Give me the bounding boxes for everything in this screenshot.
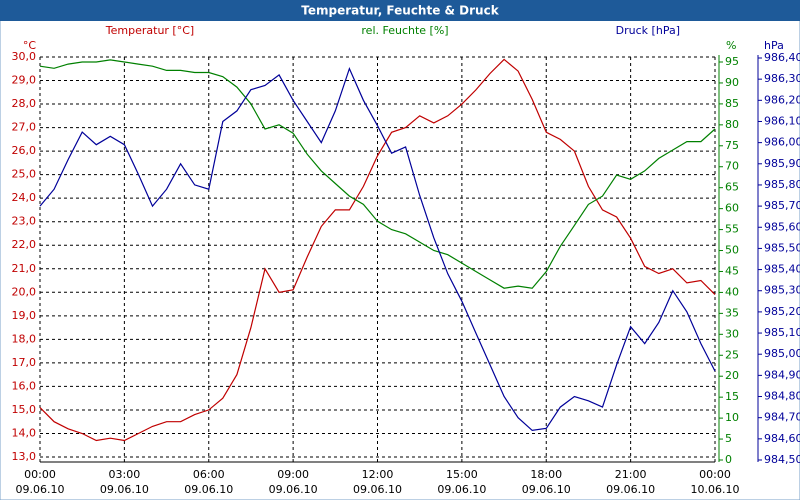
- y-tick-label: 29,0: [12, 74, 37, 87]
- x-tick-date: 09.06.10: [353, 483, 402, 496]
- y-tick-label: 13,0: [12, 450, 37, 463]
- y-tick-label: 21,0: [12, 262, 37, 275]
- x-tick-date: 09.06.10: [184, 483, 233, 496]
- y2-tick-label: 20: [725, 369, 739, 382]
- y-tick-label: 26,0: [12, 144, 37, 157]
- x-tick-date: 09.06.10: [606, 483, 655, 496]
- y2-tick-label: 50: [725, 244, 739, 257]
- y3-tick-label: 985,20: [764, 305, 800, 318]
- y-tick-label: 17,0: [12, 356, 37, 369]
- x-tick-label: 06:00: [193, 468, 225, 481]
- y2-tick-label: 85: [725, 97, 739, 110]
- x-tick-label: 00:00: [24, 468, 56, 481]
- y-axis-title: Temperatur [°C]: [105, 24, 194, 37]
- series-line: [39, 58, 716, 442]
- x-tick-date: 09.06.10: [437, 483, 486, 496]
- y3-tick-label: 984,70: [764, 411, 800, 424]
- y-tick-label: 22,0: [12, 238, 37, 251]
- y-tick-label: 27,0: [12, 121, 37, 134]
- y3-tick-label: 986,10: [764, 114, 800, 127]
- title-bar: [0, 0, 800, 21]
- y-tick-label: 15,0: [12, 403, 37, 416]
- y-tick-label: 14,0: [12, 426, 37, 439]
- y-tick-label: 23,0: [12, 215, 37, 228]
- y3-tick-label: 986,40: [764, 51, 800, 64]
- y3-axis-title: Druck [hPa]: [616, 24, 680, 37]
- y-tick-label: 28,0: [12, 97, 37, 110]
- y3-tick-label: 984,90: [764, 368, 800, 381]
- y2-tick-label: 90: [725, 76, 739, 89]
- y2-axis-title: rel. Feuchte [%]: [361, 24, 448, 37]
- y2-tick-label: 40: [725, 285, 739, 298]
- y2-tick-label: 25: [725, 348, 739, 361]
- chart-title: Temperatur, Feuchte & Druck: [301, 4, 499, 18]
- y3-tick-label: 985,10: [764, 326, 800, 339]
- x-tick-date: 09.06.10: [522, 483, 571, 496]
- y2-tick-label: 0: [725, 453, 732, 466]
- x-tick-date: 09.06.10: [100, 483, 149, 496]
- y2-tick-label: 70: [725, 160, 739, 173]
- y-unit: °C: [23, 39, 37, 52]
- y3-tick-label: 984,80: [764, 390, 800, 403]
- y3-tick-label: 985,50: [764, 241, 800, 254]
- y2-tick-label: 15: [725, 390, 739, 403]
- y2-tick-label: 60: [725, 202, 739, 215]
- y-tick-label: 30,0: [12, 50, 37, 63]
- y2-tick-label: 55: [725, 223, 739, 236]
- series-line: [39, 66, 716, 432]
- y3-tick-label: 986,00: [764, 136, 800, 149]
- y2-tick-label: 45: [725, 264, 739, 277]
- y2-tick-label: 30: [725, 327, 739, 340]
- x-tick-label: 18:00: [530, 468, 562, 481]
- x-tick-label: 12:00: [362, 468, 394, 481]
- y-tick-label: 25,0: [12, 168, 37, 181]
- y3-tick-label: 985,90: [764, 157, 800, 170]
- y2-tick-label: 10: [725, 411, 739, 424]
- y3-tick-label: 985,30: [764, 284, 800, 297]
- y3-tick-label: 985,60: [764, 220, 800, 233]
- y3-tick-label: 986,30: [764, 72, 800, 85]
- y2-tick-label: 80: [725, 118, 739, 131]
- x-tick-date: 10.06.10: [691, 483, 740, 496]
- x-tick-date: 09.06.10: [269, 483, 318, 496]
- y2-tick-label: 65: [725, 181, 739, 194]
- y2-tick-label: 95: [725, 55, 739, 68]
- y3-tick-label: 984,50: [764, 453, 800, 466]
- x-tick-label: 09:00: [277, 468, 309, 481]
- y3-tick-label: 985,70: [764, 199, 800, 212]
- y3-tick-label: 985,00: [764, 347, 800, 360]
- y-tick-label: 19,0: [12, 309, 37, 322]
- x-tick-date: 09.06.10: [16, 483, 65, 496]
- y2-tick-label: 75: [725, 139, 739, 152]
- x-tick-label: 15:00: [446, 468, 478, 481]
- y3-tick-label: 984,60: [764, 432, 800, 445]
- y3-unit: hPa: [764, 39, 784, 52]
- x-tick-label: 03:00: [109, 468, 141, 481]
- y3-tick-label: 986,20: [764, 93, 800, 106]
- x-tick-label: 00:00: [699, 468, 731, 481]
- y2-tick-label: 35: [725, 306, 739, 319]
- x-tick-label: 21:00: [615, 468, 647, 481]
- y-tick-label: 16,0: [12, 379, 37, 392]
- y-tick-label: 18,0: [12, 332, 37, 345]
- y-tick-label: 24,0: [12, 191, 37, 204]
- series-line: [39, 59, 716, 289]
- y3-tick-label: 985,40: [764, 263, 800, 276]
- y-tick-label: 20,0: [12, 285, 37, 298]
- y3-tick-label: 985,80: [764, 178, 800, 191]
- y2-unit: %: [726, 39, 736, 52]
- y2-tick-label: 5: [725, 432, 732, 445]
